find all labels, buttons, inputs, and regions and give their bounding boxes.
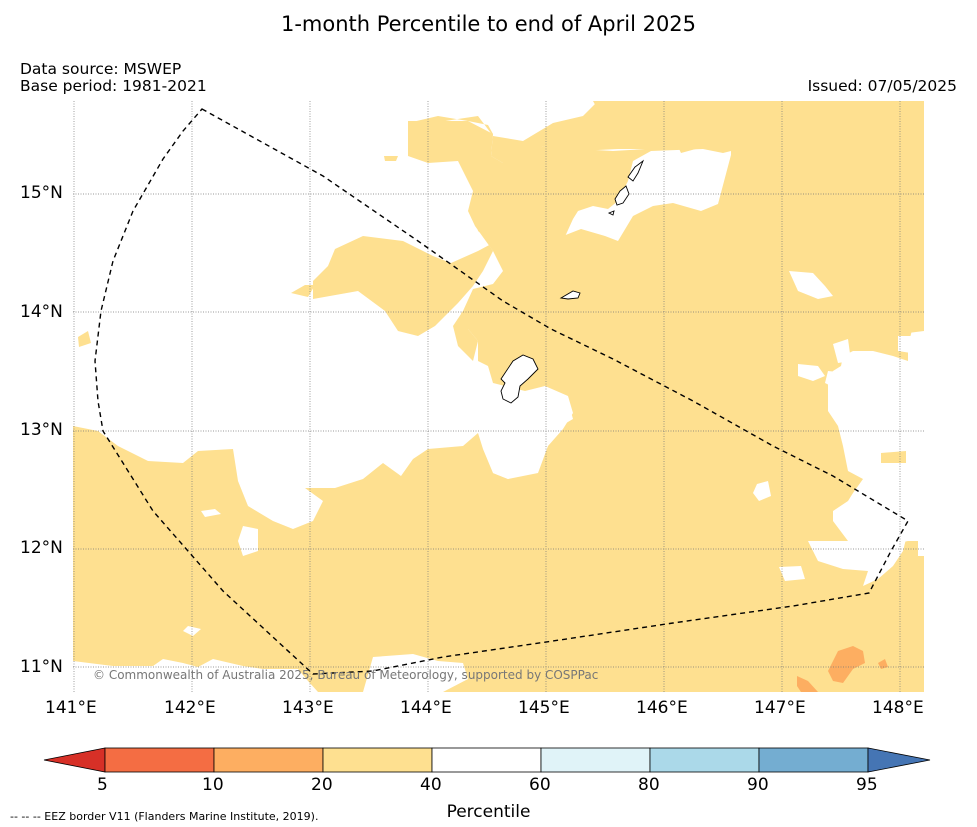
colorbar-ticks: 5 10 20 40 60 80 90 95 — [0, 775, 977, 797]
lat-label-15: 15°N — [20, 183, 63, 203]
lon-label-145: 145°E — [518, 698, 570, 718]
lon-label-147: 147°E — [754, 698, 806, 718]
lat-label-11: 11°N — [20, 657, 63, 677]
lon-label-143: 143°E — [282, 698, 334, 718]
colorbar-tick-40: 40 — [420, 775, 442, 795]
colorbar-bin — [867, 747, 931, 773]
colorbar-bin — [104, 747, 215, 773]
colorbar-tick-20: 20 — [311, 775, 333, 795]
eez-footnote: -- -- -- EEZ border V11 (Flanders Marine… — [10, 810, 319, 823]
rota-island — [559, 290, 581, 300]
guam-island — [500, 354, 539, 404]
map-title: 1-month Percentile to end of April 2025 — [280, 12, 697, 36]
colorbar-bin — [431, 747, 542, 773]
percentile-fill-10-20 — [797, 646, 888, 692]
lat-label-12: 12°N — [20, 538, 63, 558]
colorbar-bins — [43, 747, 931, 773]
islands — [500, 159, 645, 404]
colorbar-tick-90: 90 — [747, 775, 769, 795]
base-period: Base period: 1981-2021 — [20, 77, 207, 95]
colorbar-tick-60: 60 — [529, 775, 551, 795]
aguijan-island — [607, 210, 615, 216]
lon-label-144: 144°E — [400, 698, 452, 718]
percentile-fill-40-60 — [73, 271, 924, 692]
colorbar — [43, 747, 931, 773]
colorbar-tick-10: 10 — [202, 775, 224, 795]
colorbar-tick-80: 80 — [638, 775, 660, 795]
colorbar-bin — [758, 747, 869, 773]
copyright-notice: © Commonwealth of Australia 2025, Bureau… — [93, 668, 599, 682]
data-info: Data source: MSWEP Base period: 1981-202… — [20, 61, 207, 95]
tinian-island — [614, 185, 630, 206]
lon-label-141: 141°E — [45, 698, 97, 718]
colorbar-tick-5: 5 — [97, 775, 108, 795]
issued-date: Issued: 07/05/2025 — [807, 77, 957, 95]
colorbar-tick-95: 95 — [856, 775, 878, 795]
lat-label-14: 14°N — [20, 302, 63, 322]
percentile-map — [73, 101, 924, 692]
colorbar-bin — [213, 747, 324, 773]
colorbar-title: Percentile — [446, 802, 531, 822]
colorbar-bin — [322, 747, 433, 773]
lat-label-13: 13°N — [20, 420, 63, 440]
percentile-fill-20-40 — [73, 101, 924, 692]
colorbar-bin — [43, 747, 106, 773]
colorbar-bin — [649, 747, 760, 773]
saipan-island — [627, 159, 645, 182]
lon-label-146: 146°E — [636, 698, 688, 718]
data-source: Data source: MSWEP — [20, 60, 182, 78]
lon-label-142: 142°E — [164, 698, 216, 718]
colorbar-bin — [540, 747, 651, 773]
lon-label-148: 148°E — [872, 698, 924, 718]
gridlines — [73, 101, 924, 692]
